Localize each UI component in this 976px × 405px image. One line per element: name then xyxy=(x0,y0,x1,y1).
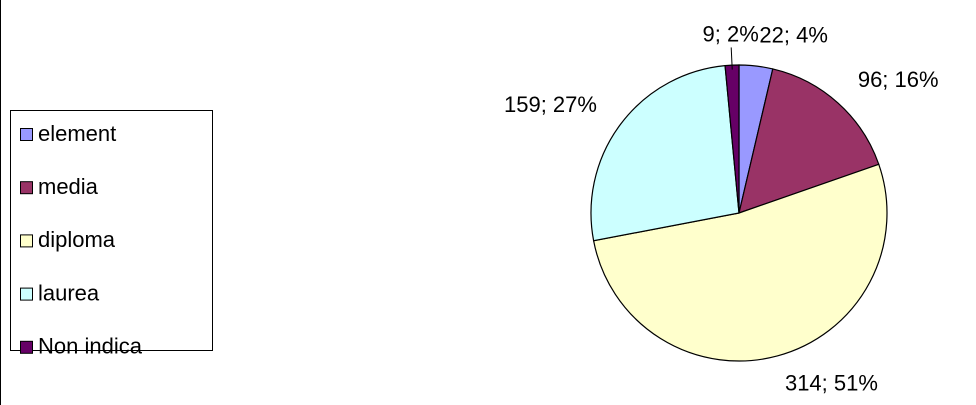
legend-label: laurea xyxy=(38,280,100,305)
legend-swatch xyxy=(20,128,33,141)
pie-slice xyxy=(590,65,740,242)
data-label: 159; 27% xyxy=(504,92,597,117)
data-label: 96; 16% xyxy=(858,67,939,92)
data-label: 9; 2% xyxy=(703,21,759,46)
legend-swatch xyxy=(20,234,33,248)
data-label: 22; 4% xyxy=(759,22,828,47)
leader-line xyxy=(730,47,733,70)
data-label: 314; 51% xyxy=(785,370,878,395)
pie-slice xyxy=(592,163,888,362)
legend-label: Non indica xyxy=(38,334,143,359)
legend-label: diploma xyxy=(38,227,116,252)
legend-swatch xyxy=(20,287,33,301)
legend-label: element xyxy=(38,121,116,146)
legend-label: media xyxy=(38,174,99,199)
legend-box xyxy=(10,110,213,351)
pie-slice xyxy=(738,68,880,214)
legend-swatch xyxy=(20,181,33,195)
legend-swatch xyxy=(20,340,33,354)
